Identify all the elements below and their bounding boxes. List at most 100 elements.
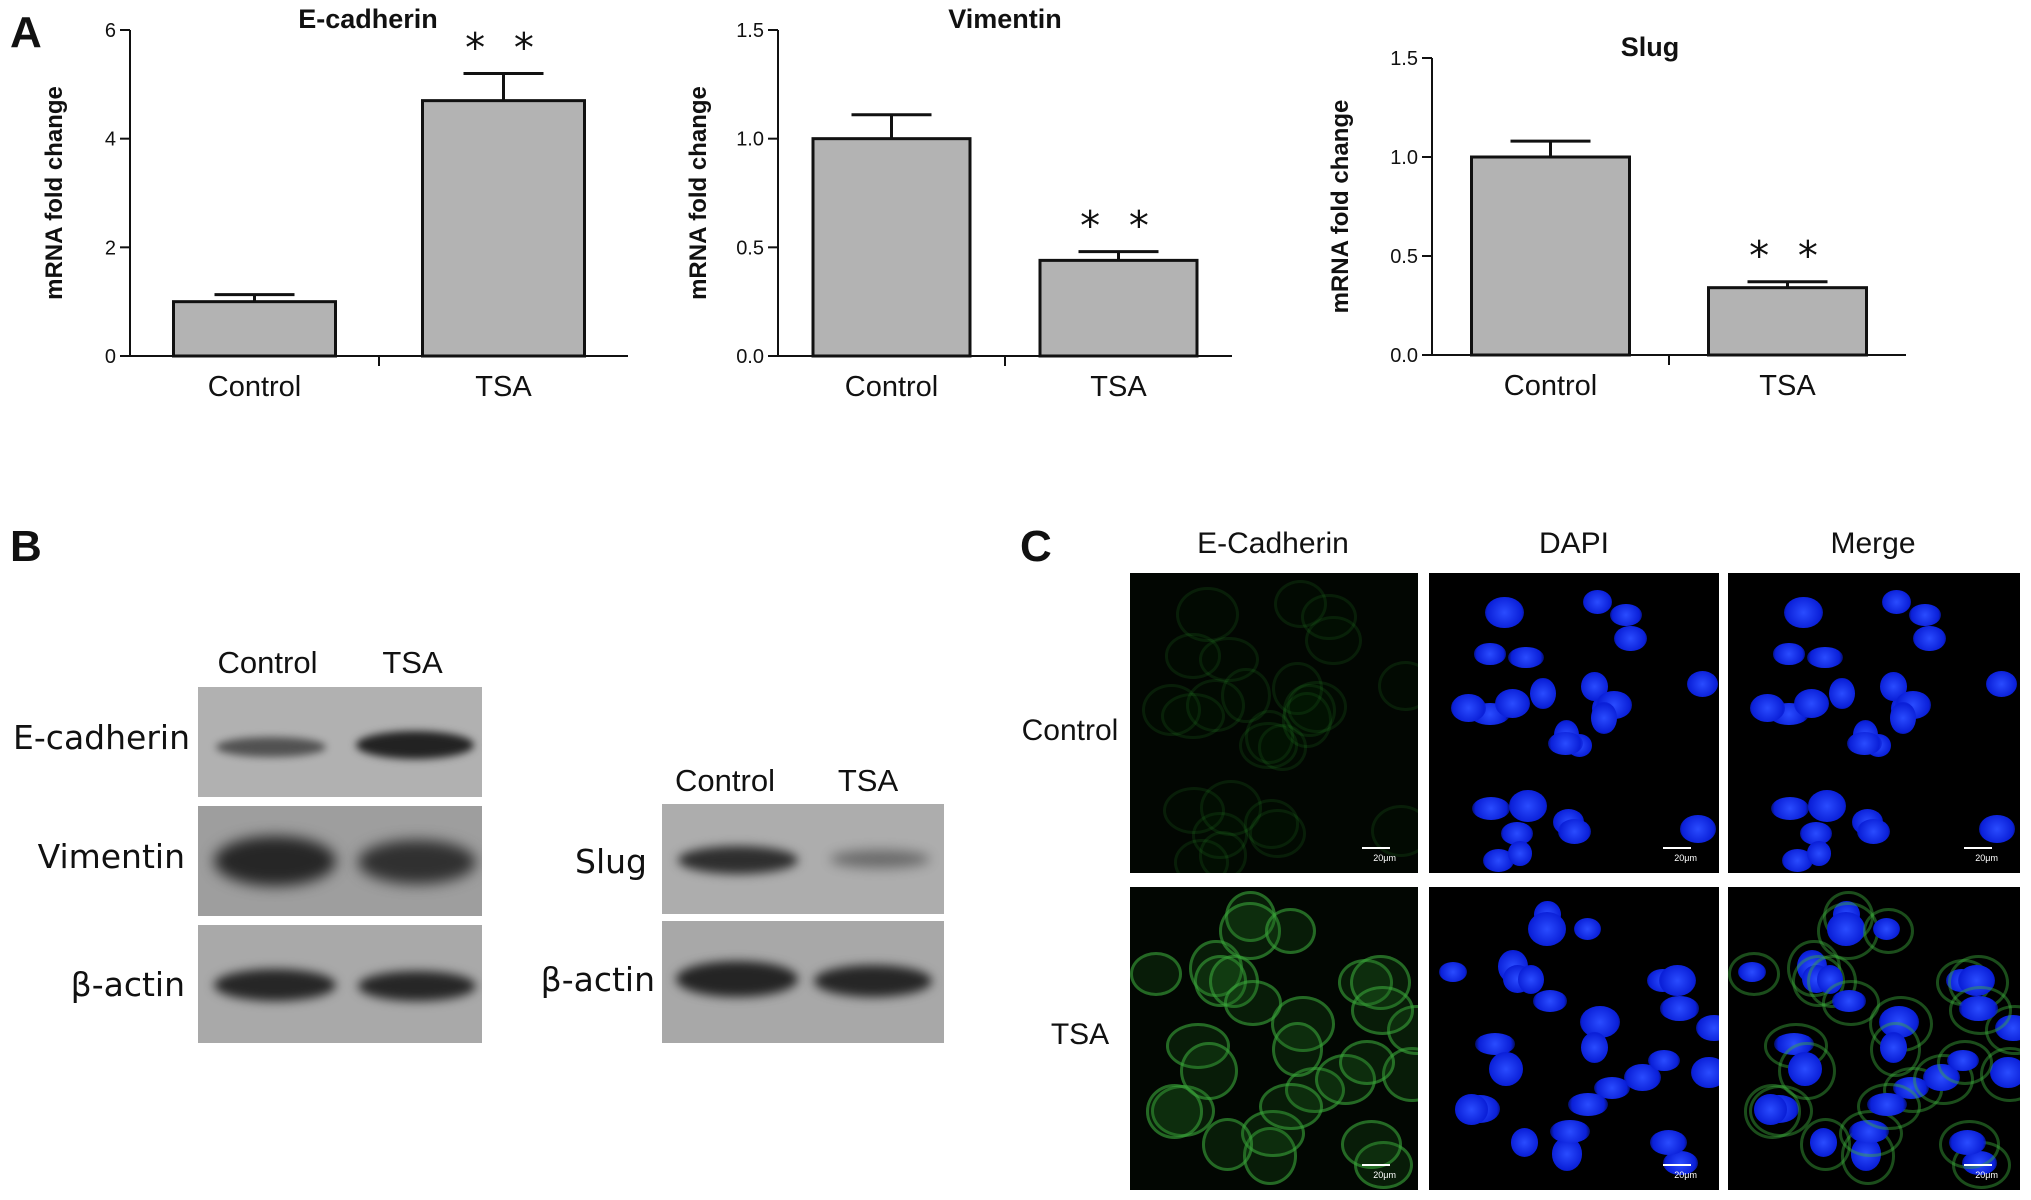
cell <box>1248 808 1307 859</box>
nucleus <box>1567 1092 1608 1116</box>
scale-bar <box>1964 1164 1992 1166</box>
cell <box>1274 579 1328 628</box>
nucleus <box>1471 797 1510 821</box>
nucleus <box>1773 643 1805 665</box>
lane-label-control: Control <box>217 645 318 680</box>
scale-bar <box>1362 847 1390 849</box>
nucleus <box>1783 596 1823 629</box>
cell <box>1339 1040 1396 1086</box>
y-tick-label: 0.5 <box>1390 246 1418 268</box>
nucleus <box>1847 731 1882 755</box>
cell-membrane <box>1937 1040 1994 1086</box>
nucleus <box>1580 1031 1609 1064</box>
nucleus <box>1548 731 1583 755</box>
nucleus <box>1959 996 1999 1021</box>
nucleus <box>1808 789 1846 822</box>
scale-bar-label: 20μm <box>1373 853 1396 863</box>
nucleus <box>1649 1130 1688 1156</box>
bar-control <box>811 137 972 358</box>
nucleus <box>1550 1119 1590 1144</box>
nucleus <box>1879 1031 1908 1064</box>
bar-tsa <box>1038 258 1199 358</box>
nucleus <box>1687 670 1719 697</box>
scale-bar <box>1362 1164 1390 1166</box>
scale-bar-label: 20μm <box>1373 1170 1396 1180</box>
cell <box>1258 1082 1323 1130</box>
nucleus <box>1510 1128 1538 1157</box>
cell-membrane <box>1869 1021 1922 1078</box>
y-tick-label: 6 <box>105 20 116 42</box>
x-tick-label: TSA <box>1759 370 1816 402</box>
x-tick-label: Control <box>208 371 302 403</box>
panel-a-charts: 0 2 4 6 mRNA fold change E-cadherin Control TSA… <box>41 4 1906 403</box>
x-tick-label: Control <box>1504 370 1598 402</box>
blot-row-label: β-actin <box>540 960 655 999</box>
y-tick-label: 2 <box>105 237 116 259</box>
blot-ecadherin <box>198 687 482 797</box>
nucleus <box>1989 1056 2020 1089</box>
cell <box>1378 660 1418 711</box>
nucleus <box>1551 1137 1583 1172</box>
nucleus <box>1882 589 1912 614</box>
y-tick-label: 1.0 <box>736 129 764 151</box>
nucleus <box>1827 912 1865 946</box>
y-axis-label: mRNA fold change <box>1327 100 1354 314</box>
chart-title: Vimentin <box>948 4 1062 34</box>
nucleus <box>1832 990 1866 1012</box>
y-tick-label: 1.5 <box>736 20 764 42</box>
cell <box>1185 679 1245 733</box>
nucleus <box>1474 643 1506 665</box>
nucleus <box>1660 996 1700 1021</box>
y-tick-label: 0.5 <box>736 237 764 259</box>
panel-label-a: A <box>10 8 42 57</box>
chart-title: Slug <box>1621 32 1680 62</box>
nucleus <box>1530 677 1556 709</box>
scale-bar <box>1663 847 1691 849</box>
nucleus <box>1591 702 1617 734</box>
x-tick-label: Control <box>845 371 939 403</box>
nucleus <box>1750 694 1786 723</box>
nucleus <box>1518 965 1545 995</box>
image-tsa-merge: 20μm <box>1728 887 2020 1190</box>
nucleus <box>1806 646 1843 669</box>
nucleus <box>1474 1033 1516 1055</box>
nucleus <box>1483 849 1515 872</box>
nucleus <box>1829 677 1855 709</box>
nucleus <box>1986 670 2018 697</box>
band <box>214 969 336 1001</box>
nucleus <box>1574 917 1602 940</box>
lane-label-tsa: TSA <box>837 763 899 798</box>
image-control-dapi: 20μm <box>1429 573 1719 873</box>
nucleus <box>1912 625 1946 652</box>
y-tick-label: 1.0 <box>1390 147 1418 169</box>
nucleus <box>1978 815 2015 843</box>
nucleus <box>1489 1052 1523 1087</box>
cell <box>1340 1120 1403 1170</box>
band <box>216 737 326 757</box>
image-tsa-ecadherin: 20μm <box>1130 887 1418 1190</box>
lane-label-tsa: TSA <box>382 645 443 680</box>
cell-membrane <box>1822 980 1880 1026</box>
y-tick-label: 4 <box>105 129 116 151</box>
bar-control <box>172 300 337 358</box>
nucleus <box>1648 1050 1681 1072</box>
nucleus <box>1439 962 1468 983</box>
nucleus <box>1533 990 1567 1012</box>
cell <box>1265 907 1317 954</box>
nucleus <box>1738 962 1767 983</box>
band <box>676 961 798 997</box>
scale-bar-label: 20μm <box>1674 853 1697 863</box>
band <box>358 971 476 1001</box>
band <box>814 965 932 997</box>
cell-membrane <box>1938 1120 2001 1170</box>
cell-membrane <box>1728 952 1781 997</box>
image-control-ecadherin: 20μm <box>1130 573 1418 873</box>
y-axis-label: mRNA fold change <box>685 86 712 300</box>
column-label: DAPI <box>1538 527 1610 560</box>
image-control-merge: 20μm <box>1728 573 2020 873</box>
band <box>678 846 798 874</box>
blot-slug <box>662 804 944 914</box>
cell <box>1130 952 1183 997</box>
nucleus <box>1948 1130 1987 1156</box>
x-tick-label: TSA <box>475 371 532 403</box>
